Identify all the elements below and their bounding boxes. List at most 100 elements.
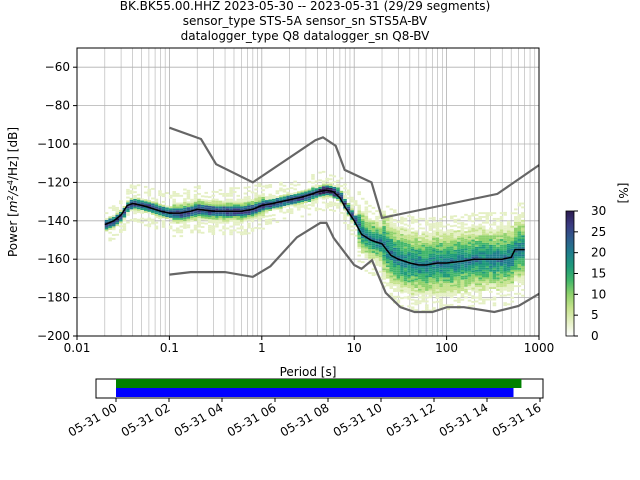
density-cell <box>289 194 294 197</box>
density-cell <box>492 265 497 268</box>
density-cell <box>425 271 429 274</box>
density-cell <box>325 187 329 190</box>
density-cell <box>389 219 394 222</box>
density-cell <box>467 268 472 271</box>
density-cell <box>453 267 458 269</box>
density-cell <box>425 252 429 255</box>
density-cell <box>318 188 322 191</box>
density-cell <box>421 285 426 288</box>
density-cell <box>496 254 500 257</box>
density-cell <box>414 238 418 241</box>
density-cell <box>457 283 461 286</box>
density-cell <box>517 240 522 243</box>
density-cell <box>517 254 522 257</box>
density-cell <box>250 229 255 232</box>
density-cell <box>279 189 283 192</box>
density-cell <box>339 194 344 197</box>
density-cell <box>485 260 490 263</box>
density-cell <box>517 285 522 288</box>
density-cell <box>474 285 479 288</box>
density-cell <box>489 239 493 241</box>
density-cell <box>435 281 440 284</box>
density-cell <box>193 226 198 229</box>
density-cell <box>133 206 137 209</box>
density-cell <box>147 207 152 210</box>
density-cell <box>481 231 486 234</box>
density-cell <box>389 217 394 220</box>
density-cell <box>393 228 397 231</box>
density-cell <box>122 223 127 226</box>
density-cell <box>414 261 418 264</box>
density-cell <box>382 264 386 267</box>
density-cell <box>133 195 137 197</box>
time-tick-label: 05-31 16 <box>490 400 544 439</box>
density-cell <box>446 246 450 249</box>
density-cell <box>485 229 490 232</box>
density-cell <box>236 206 241 209</box>
density-cell <box>481 229 486 232</box>
density-cell <box>489 252 493 255</box>
density-cell <box>478 231 482 234</box>
density-cell <box>375 242 379 245</box>
density-cell <box>410 243 415 246</box>
density-cell <box>449 273 454 276</box>
density-cell <box>474 283 479 286</box>
density-cell <box>407 251 411 254</box>
density-cell <box>467 263 472 266</box>
density-cell <box>428 288 433 291</box>
density-cell <box>410 248 415 251</box>
density-cell <box>222 227 226 230</box>
density-cell <box>147 192 152 195</box>
density-cell <box>368 220 372 223</box>
density-cell <box>492 273 497 276</box>
density-cell <box>407 280 411 283</box>
density-cell <box>357 246 362 249</box>
density-cell <box>510 279 515 282</box>
density-cell <box>410 285 415 288</box>
density-cell <box>282 217 287 220</box>
density-cell <box>286 195 290 198</box>
density-cell <box>425 277 429 280</box>
density-cell <box>378 224 383 227</box>
density-cell <box>442 216 447 218</box>
density-cell <box>521 283 525 286</box>
density-cell <box>257 210 262 212</box>
density-cell <box>332 188 337 191</box>
density-cell <box>425 306 429 309</box>
density-cell <box>425 231 429 234</box>
density-cell <box>478 248 482 251</box>
density-cell <box>385 284 390 287</box>
density-cell <box>517 225 522 228</box>
density-cell <box>417 223 422 226</box>
density-cell <box>410 250 415 253</box>
density-cell <box>506 303 511 306</box>
density-cell <box>378 251 383 254</box>
density-cell <box>254 203 258 206</box>
density-cell <box>449 248 454 251</box>
density-cell <box>183 226 187 229</box>
density-cell <box>357 239 362 242</box>
density-cell <box>236 217 241 220</box>
density-cell <box>165 192 169 195</box>
density-cell <box>467 226 472 229</box>
density-cell <box>414 291 418 294</box>
density-cell <box>361 240 365 242</box>
density-cell <box>378 255 383 258</box>
density-cell <box>371 243 376 246</box>
density-cell <box>147 225 152 228</box>
density-cell <box>499 262 504 264</box>
density-cell <box>225 216 230 218</box>
density-cell <box>453 215 458 218</box>
chart-title: BK.BK55.00.HHZ 2023-05-30 -- 2023-05-31 … <box>120 0 491 43</box>
density-cell <box>264 200 269 202</box>
density-cell <box>417 217 422 220</box>
density-cell <box>400 276 404 279</box>
density-cell <box>240 202 244 205</box>
density-cell <box>393 267 397 269</box>
density-cell <box>446 231 450 234</box>
density-cell <box>432 236 436 239</box>
time-tick-label: 05-31 08 <box>278 400 332 439</box>
density-cell <box>385 274 390 277</box>
density-cell <box>474 277 479 280</box>
density-cell <box>478 269 482 272</box>
